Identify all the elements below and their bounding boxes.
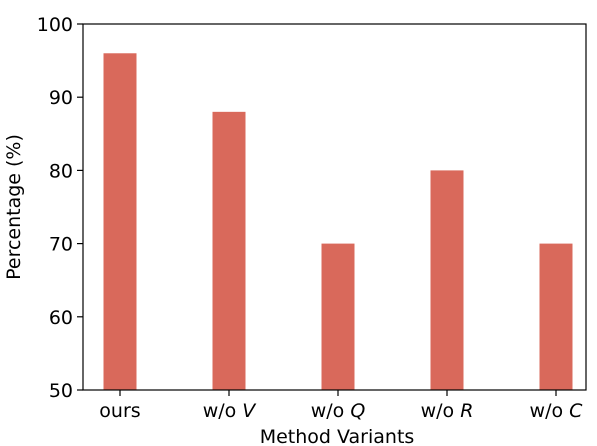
x-tick-label-variable: Q xyxy=(350,400,365,422)
bar-series xyxy=(103,53,573,390)
bar-0 xyxy=(103,53,137,390)
x-tick-label-variable: V xyxy=(242,400,257,422)
x-tick-label-0: ours xyxy=(99,400,140,422)
x-tick-label-variable: R xyxy=(460,400,473,422)
y-tick-label-4: 90 xyxy=(49,87,73,109)
plot-frame xyxy=(82,23,587,391)
y-axis-ticks: 50 60 70 80 90 100 xyxy=(37,14,83,402)
x-tick-label-text: w/o xyxy=(421,400,461,422)
x-tick-label-1: w/o V xyxy=(203,400,258,422)
bar-3 xyxy=(430,170,464,390)
axes xyxy=(82,23,587,391)
x-axis-title: Method Variants xyxy=(260,426,415,446)
bar-2 xyxy=(321,243,355,390)
x-tick-label-text: w/o xyxy=(203,400,243,422)
y-axis-title: Percentage (%) xyxy=(3,134,25,280)
y-tick-label-5: 100 xyxy=(37,14,73,36)
bar-4 xyxy=(539,243,573,390)
y-tick-label-1: 60 xyxy=(49,307,73,329)
x-tick-label-variable: C xyxy=(569,400,583,422)
bar-1 xyxy=(212,111,246,390)
x-tick-label-2: w/o Q xyxy=(311,400,366,422)
y-tick-label-0: 50 xyxy=(49,380,73,402)
x-tick-label-4: w/o C xyxy=(530,400,584,422)
y-tick-label-2: 70 xyxy=(49,234,73,256)
x-tick-label-text: ours xyxy=(99,400,140,422)
y-tick-label-3: 80 xyxy=(49,160,73,182)
x-tick-label-text: w/o xyxy=(311,400,351,422)
x-tick-label-text: w/o xyxy=(530,400,570,422)
x-tick-label-3: w/o R xyxy=(421,400,474,422)
